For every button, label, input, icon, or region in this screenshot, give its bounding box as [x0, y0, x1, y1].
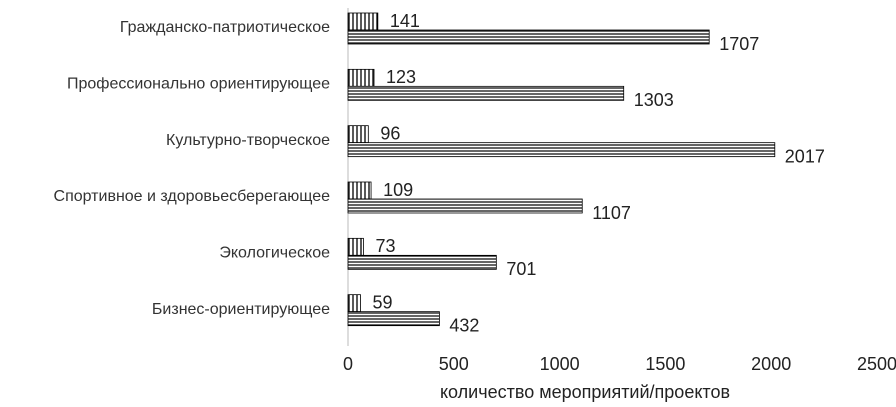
data-label: 96 [380, 123, 400, 143]
data-label: 432 [449, 315, 479, 335]
data-label: 2017 [785, 146, 825, 166]
bar [347, 85, 625, 101]
y-tick-label: Экологическое [219, 245, 330, 262]
bar [347, 198, 583, 214]
data-label: 1303 [634, 90, 674, 110]
data-label: 1107 [592, 203, 631, 223]
bar [347, 68, 375, 87]
bar [347, 237, 364, 256]
bar [347, 254, 497, 270]
data-label: 73 [375, 236, 395, 256]
y-tick-label: Гражданско-патриотическое [120, 19, 330, 36]
bar [347, 311, 440, 327]
x-tick-label: 500 [439, 354, 469, 374]
data-label: 109 [383, 180, 413, 200]
bar [347, 142, 776, 158]
data-label: 59 [372, 292, 392, 312]
data-label: 141 [390, 11, 420, 31]
bar [347, 125, 369, 144]
x-tick-label: 1000 [540, 354, 580, 374]
bar [347, 29, 710, 45]
x-tick-label: 1500 [645, 354, 685, 374]
data-label: 701 [506, 259, 536, 279]
x-tick-label: 2500 [857, 354, 896, 374]
data-label: 1707 [719, 34, 759, 54]
y-tick-label: Бизнес-ориентирующее [152, 301, 330, 318]
bar [347, 294, 361, 313]
bar [347, 12, 379, 31]
y-tick-label: Профессионально ориентирующее [67, 76, 330, 93]
data-label: 123 [386, 67, 416, 87]
x-axis-label: количество мероприятий/проектов [440, 382, 730, 402]
x-tick-label: 2000 [751, 354, 791, 374]
y-tick-label: Спортивное и здоровьесберегающее [54, 188, 331, 205]
bar [347, 181, 372, 200]
y-tick-label: Культурно-творческое [166, 132, 330, 149]
x-tick-label: 0 [343, 354, 353, 374]
